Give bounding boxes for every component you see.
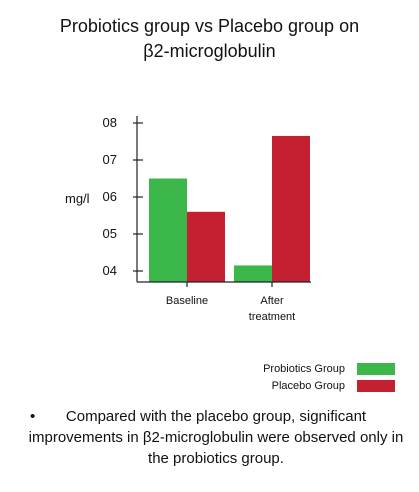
legend-label-probiotics: Probiotics Group [263,362,345,375]
bar-placebo-after-treatment [272,135,310,282]
y-tick-label-07: 07 [103,152,117,167]
chart-title-line-1: Probiotics group vs Placebo group on [59,16,360,36]
legend-item-placebo: Placebo Group [263,377,395,394]
y-tick-label-04: 04 [103,263,117,278]
bar-placebo-baseline [187,211,225,282]
y-tick-label-08: 08 [103,115,117,130]
y-tick-label-06: 06 [103,189,117,204]
legend-item-probiotics: Probiotics Group [263,360,395,377]
x-tick-label-0-0: Baseline [166,295,208,307]
legend-swatch-probiotics [357,362,395,375]
bar-chart: 08 07 06 05 04 mg/l Baseline After treatment [65,115,311,323]
chart-title: Probiotics group vs Placebo group on β2-… [0,14,419,64]
chart-title-line-2: β2-microglobulin [143,41,276,61]
bar-probiotics-after-treatment [234,265,272,282]
legend: Probiotics Group Placebo Group [263,360,395,394]
x-tick-label-1-0: After [260,295,284,307]
x-tick-label-1-1: treatment [249,311,295,323]
bar-probiotics-baseline [149,178,187,282]
legend-label-placebo: Placebo Group [271,379,345,392]
note-bullet: • [30,408,36,425]
legend-swatch-placebo [357,379,395,392]
y-axis-label: mg/l [65,191,90,206]
conclusion-note: • Compared with the placebo group, signi… [26,406,406,469]
note-text: Compared with the placebo group, signifi… [28,408,404,467]
y-tick-label-05: 05 [103,226,117,241]
